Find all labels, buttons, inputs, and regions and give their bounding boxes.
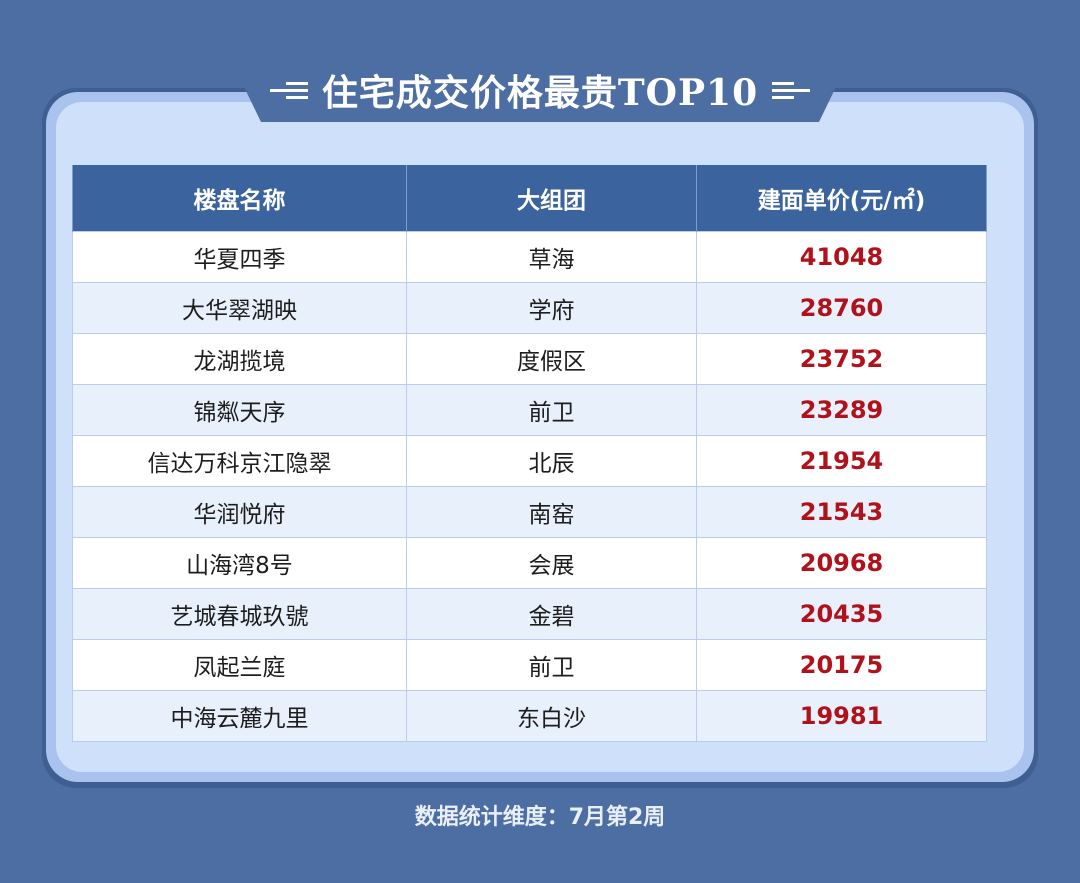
cell-project-name: 山海湾8号 [72, 537, 407, 589]
table-row: 中海云麓九里 东白沙 19981 [72, 690, 987, 742]
table-row: 锦粼天序 前卫 23289 [72, 384, 987, 436]
cell-district: 前卫 [406, 384, 697, 436]
cell-district: 南窑 [406, 486, 697, 538]
cell-project-name: 华夏四季 [72, 231, 407, 283]
table-row: 华润悦府 南窑 21543 [72, 486, 987, 538]
cell-unit-price: 21954 [696, 435, 987, 487]
cell-unit-price: 21543 [696, 486, 987, 538]
table-row: 龙湖揽境 度假区 23752 [72, 333, 987, 385]
title-tab [230, 58, 850, 122]
table-row: 大华翠湖映 学府 28760 [72, 282, 987, 334]
table-row: 信达万科京江隐翠 北辰 21954 [72, 435, 987, 487]
cell-unit-price: 23752 [696, 333, 987, 385]
header-district: 大组团 [406, 165, 697, 232]
cell-unit-price: 19981 [696, 690, 987, 742]
cell-project-name: 华润悦府 [72, 486, 407, 538]
cell-unit-price: 20968 [696, 537, 987, 589]
table-row: 凤起兰庭 前卫 20175 [72, 639, 987, 691]
title-decoration-right-icon [772, 81, 811, 99]
cell-district: 会展 [406, 537, 697, 589]
cell-district: 东白沙 [406, 690, 697, 742]
cell-project-name: 艺城春城玖號 [72, 588, 407, 640]
cell-unit-price: 28760 [696, 282, 987, 334]
table-header-row: 楼盘名称 大组团 建面单价(元/㎡) [72, 165, 987, 232]
header-project-name: 楼盘名称 [72, 165, 407, 232]
header-unit-price: 建面单价(元/㎡) [696, 165, 987, 232]
page-title: 住宅成交价格最贵TOP10 [321, 72, 759, 114]
cell-unit-price: 23289 [696, 384, 987, 436]
cell-district: 草海 [406, 231, 697, 283]
cell-project-name: 中海云麓九里 [72, 690, 407, 742]
cell-project-name: 锦粼天序 [72, 384, 407, 436]
title-decoration-left-icon [269, 81, 308, 99]
data-period-note: 数据统计维度：7月第2周 [414, 805, 666, 830]
cell-project-name: 凤起兰庭 [72, 639, 407, 691]
cell-district: 金碧 [406, 588, 697, 640]
cell-district: 前卫 [406, 639, 697, 691]
table-row: 艺城春城玖號 金碧 20435 [72, 588, 987, 640]
cell-district: 度假区 [406, 333, 697, 385]
cell-district: 北辰 [406, 435, 697, 487]
cell-project-name: 龙湖揽境 [72, 333, 407, 385]
cell-project-name: 信达万科京江隐翠 [72, 435, 407, 487]
cell-unit-price: 41048 [696, 231, 987, 283]
title-bar: 住宅成交价格最贵TOP10 [230, 62, 850, 118]
cell-district: 学府 [406, 282, 697, 334]
table-row: 华夏四季 草海 41048 [72, 231, 987, 283]
cell-unit-price: 20435 [696, 588, 987, 640]
price-ranking-table: 楼盘名称 大组团 建面单价(元/㎡) 华夏四季 草海 41048 大华翠湖映 学… [72, 165, 987, 742]
cell-project-name: 大华翠湖映 [72, 282, 407, 334]
table-row: 山海湾8号 会展 20968 [72, 537, 987, 589]
cell-unit-price: 20175 [696, 639, 987, 691]
